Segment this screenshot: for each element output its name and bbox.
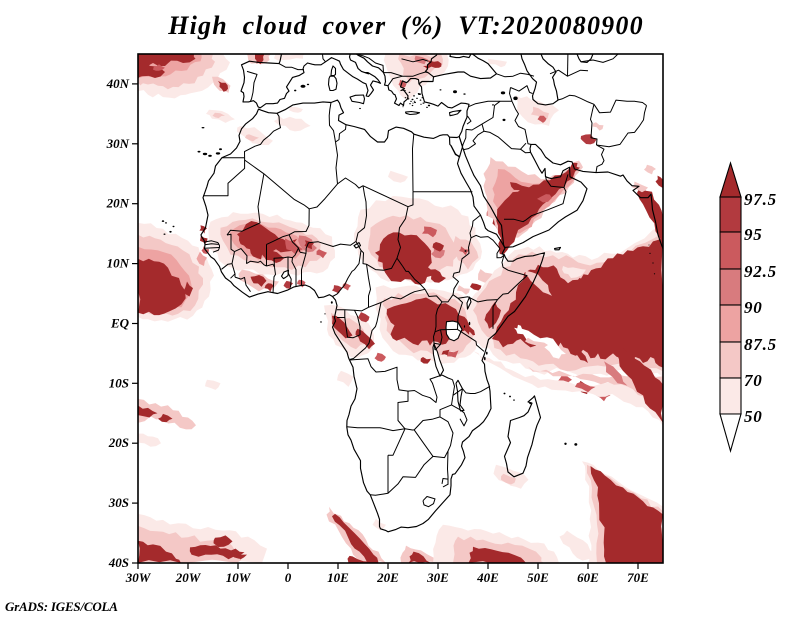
svg-text:70E: 70E [627,570,649,585]
svg-text:10E: 10E [327,570,349,585]
svg-text:40S: 40S [108,555,129,570]
svg-text:20E: 20E [376,570,399,585]
svg-text:60E: 60E [577,570,599,585]
svg-text:87.5: 87.5 [744,335,777,354]
svg-text:70: 70 [744,371,763,390]
svg-text:20N: 20N [106,196,130,211]
svg-text:90: 90 [744,298,763,317]
svg-text:92.5: 92.5 [744,262,777,281]
svg-text:0: 0 [285,570,292,585]
svg-text:30E: 30E [426,570,449,585]
svg-text:10S: 10S [109,375,129,390]
svg-text:95: 95 [744,225,763,244]
svg-text:20S: 20S [108,435,129,450]
svg-text:10N: 10N [107,256,130,271]
svg-text:30W: 30W [125,570,152,585]
svg-text:EQ: EQ [110,316,130,331]
svg-text:30N: 30N [106,136,130,151]
svg-text:20W: 20W [175,570,202,585]
svg-text:40E: 40E [476,570,499,585]
svg-text:50: 50 [744,407,763,426]
svg-text:10W: 10W [226,570,252,585]
svg-text:30S: 30S [108,495,129,510]
svg-text:50E: 50E [527,570,549,585]
svg-text:97.5: 97.5 [744,190,777,209]
svg-text:40N: 40N [106,76,130,91]
